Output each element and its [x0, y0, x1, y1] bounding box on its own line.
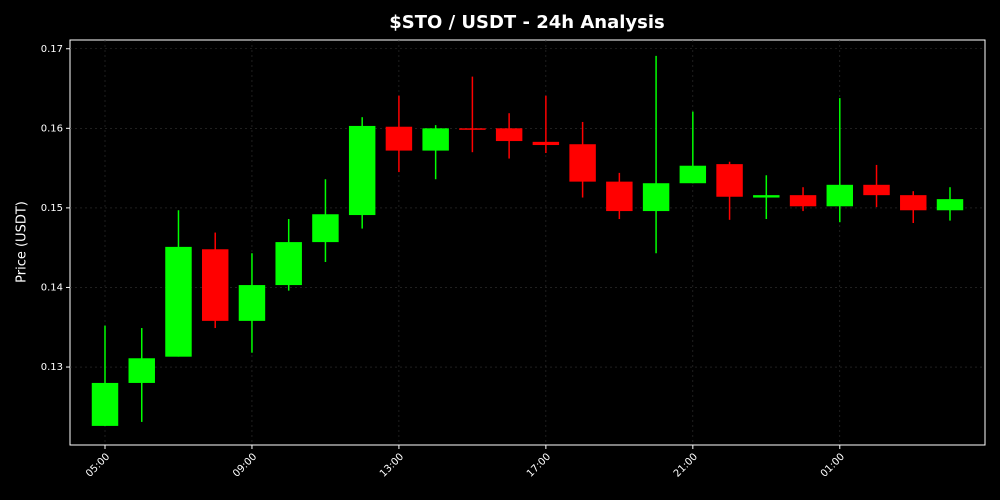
x-tick-label: 13:00: [378, 451, 406, 479]
y-tick-label: 0.15: [41, 203, 63, 214]
candle-body: [312, 214, 339, 243]
candle-body: [826, 184, 854, 207]
candle-body: [348, 125, 376, 216]
candle-body: [606, 181, 633, 212]
x-tick-label: 17:00: [525, 451, 553, 479]
candle-body: [495, 128, 523, 142]
candle-body: [532, 141, 560, 146]
candle-body: [900, 195, 927, 211]
candle-body: [716, 164, 743, 197]
y-tick-label: 0.13: [41, 362, 63, 373]
candle-body: [91, 382, 119, 426]
candle-body: [275, 242, 302, 286]
candle-body: [863, 184, 890, 196]
chart-title: $STO / USDT - 24h Analysis: [389, 12, 665, 33]
candle-body: [753, 195, 780, 198]
y-axis-label: Price (USDT): [15, 201, 30, 283]
y-tick-label: 0.16: [41, 123, 63, 134]
candle-body: [238, 285, 266, 321]
x-tick-label: 21:00: [672, 451, 700, 479]
candle-body: [201, 249, 229, 321]
candle-body: [385, 126, 413, 151]
candle-body: [459, 128, 486, 130]
x-tick-label: 05:00: [84, 451, 112, 479]
x-tick-label: 09:00: [231, 451, 259, 479]
y-tick-label: 0.14: [41, 282, 63, 293]
y-tick-label: 0.17: [41, 44, 63, 55]
candle-body: [128, 358, 155, 383]
candle-body: [569, 144, 596, 182]
x-tick-label: 01:00: [819, 451, 847, 479]
candle-body: [422, 128, 449, 151]
candle-body: [789, 195, 817, 207]
candle-body: [679, 165, 707, 184]
plot-frame: [69, 39, 986, 446]
candle-body: [642, 183, 670, 212]
candle-body: [165, 246, 192, 357]
candle-body: [936, 199, 964, 211]
